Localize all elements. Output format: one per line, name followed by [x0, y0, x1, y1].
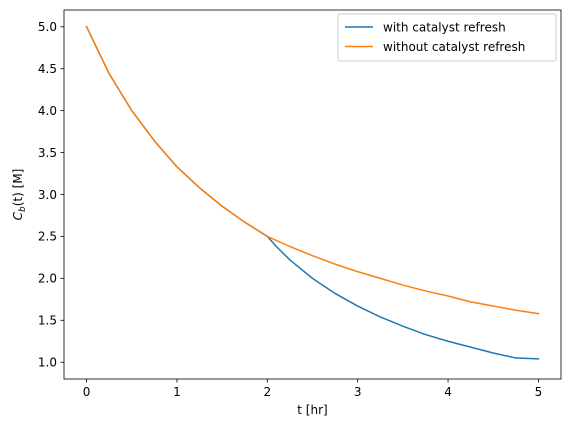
y-tick-label: 2.0	[38, 272, 57, 286]
legend-box	[337, 13, 557, 62]
y-axis-label-main: C	[11, 211, 25, 220]
x-tick-label: 5	[535, 385, 543, 399]
plot-area	[64, 10, 561, 379]
x-axis: 0 1 2 3 4 5	[83, 379, 542, 399]
y-tick-label: 1.5	[38, 314, 57, 328]
y-axis-label: Cb(t) [M]	[11, 169, 28, 221]
legend: with catalyst refresh without catalyst re…	[337, 13, 557, 62]
series-layer	[85, 25, 540, 360]
y-tick-label: 5.0	[38, 20, 57, 34]
legend-label-2: without catalyst refresh	[383, 40, 525, 54]
x-tick-label: 0	[83, 385, 91, 399]
y-tick-label: 3.0	[38, 188, 57, 202]
x-tick-label: 3	[354, 385, 362, 399]
series-line-2	[85, 25, 540, 315]
y-tick-label: 4.5	[38, 62, 57, 76]
x-axis-label: t [hr]	[297, 403, 327, 417]
y-tick-label: 2.5	[38, 230, 57, 244]
y-axis-label-subscript: b	[18, 206, 28, 212]
legend-label-1: with catalyst refresh	[383, 20, 506, 34]
y-tick-label: 4.0	[38, 104, 57, 118]
y-tick-label: 1.0	[38, 356, 57, 370]
x-tick-label: 4	[444, 385, 452, 399]
x-tick-label: 1	[173, 385, 181, 399]
y-tick-label: 3.5	[38, 146, 57, 160]
x-tick-label: 2	[263, 385, 271, 399]
y-axis-label-rest: (t) [M]	[11, 169, 25, 207]
y-axis: 1.0 1.5 2.0 2.5 3.0 3.5 4.0 4.5 5.0	[38, 20, 64, 370]
legend-items: with catalyst refresh without catalyst re…	[345, 20, 525, 54]
